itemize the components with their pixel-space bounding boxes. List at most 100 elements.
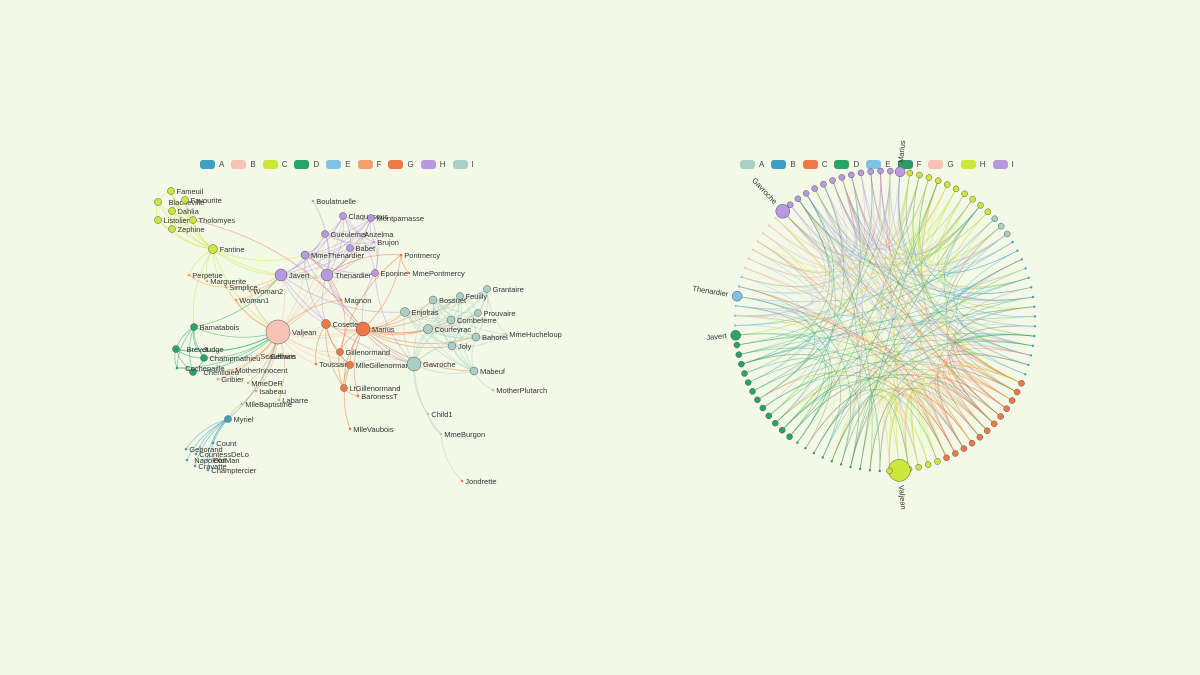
chord-node[interactable] — [778, 426, 786, 434]
chord-node[interactable] — [1013, 388, 1021, 396]
chord-node[interactable] — [934, 458, 941, 465]
left-legend-item-g[interactable]: G — [388, 159, 414, 169]
chord-node[interactable] — [1033, 315, 1037, 318]
chord-node[interactable] — [734, 304, 737, 308]
force-node[interactable]: MlleGillenormand — [346, 361, 414, 370]
force-node[interactable]: Fantine — [208, 244, 245, 255]
force-node[interactable]: Anzelma — [359, 230, 395, 239]
force-node[interactable]: Labarre — [277, 396, 308, 405]
right-legend-item-d[interactable]: D — [834, 159, 859, 169]
chord-node[interactable] — [984, 208, 992, 216]
chord-node[interactable] — [916, 171, 923, 179]
chord-node[interactable] — [969, 196, 976, 203]
left-legend-item-i[interactable]: I — [452, 159, 474, 169]
right-legend-item-b[interactable]: B — [771, 159, 796, 169]
force-node[interactable]: Geborand — [184, 445, 223, 454]
force-node[interactable]: Gribier — [216, 375, 245, 384]
force-node[interactable]: Champtercier — [206, 466, 257, 475]
force-node[interactable]: Chenildieu — [189, 368, 239, 377]
chord-node[interactable] — [735, 351, 743, 358]
force-node[interactable]: Prouvaire — [474, 309, 516, 318]
chord-node[interactable] — [838, 174, 846, 181]
force-node[interactable]: Gavroche — [406, 356, 456, 372]
chord-node[interactable] — [733, 324, 737, 327]
force-node[interactable]: Napoleon — [185, 456, 227, 465]
right-legend-item-g[interactable]: G — [928, 159, 954, 169]
force-node[interactable]: Champmathieu — [200, 354, 261, 363]
force-node[interactable]: Woman2 — [248, 287, 283, 296]
chord-node[interactable] — [1011, 240, 1014, 244]
force-node[interactable]: Marguerite — [205, 277, 246, 286]
force-node[interactable]: Mabeuf — [469, 366, 506, 376]
left-legend-item-f[interactable]: F — [357, 159, 381, 169]
chord-node[interactable] — [786, 433, 793, 440]
force-node[interactable]: Cravatte — [193, 462, 227, 471]
chord-node[interactable] — [1003, 230, 1011, 238]
chord-node[interactable] — [1031, 295, 1035, 299]
chord-node[interactable] — [738, 360, 745, 368]
chord-node[interactable] — [894, 166, 906, 178]
left-legend-item-d[interactable]: D — [294, 159, 319, 169]
chord-node[interactable] — [804, 446, 807, 450]
chord-node[interactable] — [765, 412, 773, 420]
force-node[interactable]: Isabeau — [254, 387, 286, 396]
force-node[interactable]: Babet — [346, 244, 377, 253]
force-node[interactable]: Myriel — [224, 415, 254, 424]
force-node[interactable]: Scaufflaire — [255, 352, 296, 361]
force-node[interactable]: BaronessT — [356, 392, 398, 401]
chord-node[interactable] — [960, 445, 968, 452]
force-node[interactable]: Listolier — [154, 216, 190, 225]
chord-node[interactable] — [821, 456, 824, 459]
chord-node[interactable] — [961, 190, 968, 198]
chord-node[interactable] — [771, 419, 779, 427]
force-node[interactable]: Magnon — [339, 296, 372, 305]
chord-node[interactable] — [744, 379, 752, 386]
chord-node[interactable] — [733, 341, 741, 349]
chord-node[interactable] — [775, 203, 791, 219]
force-node[interactable]: Toussaint — [314, 360, 352, 369]
chord-node[interactable] — [858, 467, 862, 471]
force-node[interactable]: Eponine — [371, 269, 409, 278]
left-legend-item-b[interactable]: B — [231, 159, 256, 169]
force-node[interactable]: Montparnasse — [367, 214, 425, 223]
force-node[interactable]: Gervais — [265, 352, 297, 361]
force-node[interactable]: Zephine — [168, 225, 205, 234]
force-node[interactable]: Brujon — [372, 238, 399, 247]
chord-node[interactable] — [1016, 249, 1019, 252]
chord-node[interactable] — [1029, 354, 1033, 357]
chord-node[interactable] — [747, 257, 750, 260]
chord-node[interactable] — [943, 454, 950, 462]
chord-node[interactable] — [768, 224, 771, 227]
force-node[interactable]: Thenardier — [320, 268, 372, 282]
chord-node[interactable] — [733, 314, 737, 317]
chord-node[interactable] — [867, 168, 874, 175]
chord-node[interactable] — [944, 181, 951, 188]
force-node[interactable]: Boulatruelle — [311, 197, 356, 206]
chord-node[interactable] — [868, 469, 872, 472]
force-node[interactable]: Simplice — [224, 283, 258, 292]
chord-node[interactable] — [887, 167, 894, 175]
force-node[interactable]: Tholomyes — [189, 216, 236, 225]
right-legend-item-a[interactable]: A — [740, 159, 764, 169]
chord-node[interactable] — [743, 266, 746, 269]
chord-node[interactable] — [786, 201, 794, 209]
chord-node[interactable] — [1033, 305, 1036, 308]
chord-node[interactable] — [756, 240, 760, 243]
chord-node[interactable] — [749, 388, 756, 395]
force-node[interactable]: Valjean — [265, 319, 316, 345]
force-node[interactable]: Child1 — [426, 410, 453, 419]
chord-node[interactable] — [1024, 267, 1027, 270]
chord-node[interactable] — [976, 433, 984, 441]
left-legend-item-a[interactable]: A — [200, 159, 224, 169]
force-node[interactable]: Count — [211, 439, 238, 448]
chord-node[interactable] — [997, 222, 1005, 230]
chord-node[interactable] — [915, 463, 922, 471]
chord-node[interactable] — [952, 450, 959, 457]
force-node[interactable]: MmeDeR — [246, 379, 284, 388]
chord-node[interactable] — [849, 465, 852, 469]
force-node[interactable]: MotherInnocent — [230, 366, 289, 375]
force-node[interactable]: Cochepaille — [175, 364, 225, 373]
force-node[interactable]: CountessDeLo — [194, 450, 249, 459]
chord-node[interactable] — [1003, 405, 1010, 412]
